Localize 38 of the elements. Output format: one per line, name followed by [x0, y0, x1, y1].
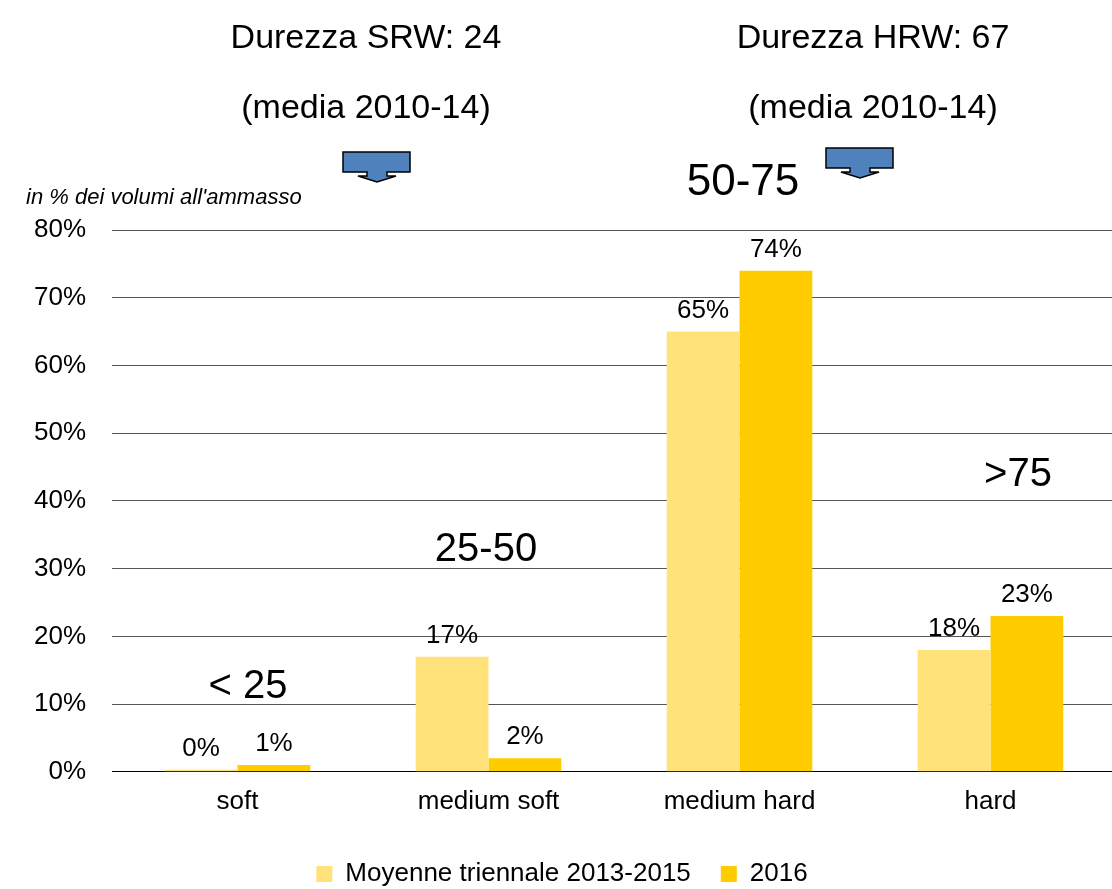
data-label: 23%: [1000, 578, 1053, 609]
data-label: 18%: [928, 612, 981, 643]
data-label: 1%: [255, 727, 293, 758]
annotation: < 25: [208, 662, 288, 706]
y-tick-label: 60%: [33, 348, 87, 379]
x-tick-label: hard: [964, 784, 1017, 815]
y-tick-label: 20%: [33, 619, 87, 650]
text: Durezza SRW: 24: [230, 17, 502, 55]
bar: [666, 331, 740, 772]
y-tick-label: 30%: [33, 551, 87, 582]
annotation: 25-50: [434, 525, 538, 569]
text: (media 2010-14): [241, 87, 491, 125]
bar: [488, 758, 562, 772]
x-tick-label: soft: [216, 784, 260, 815]
x-tick-label: medium hard: [663, 784, 816, 815]
data-label: 2%: [506, 720, 544, 751]
data-label: 0%: [182, 731, 220, 762]
legend-label: 2016: [749, 857, 808, 888]
data-label: 65%: [677, 293, 730, 324]
data-label: 74%: [749, 232, 802, 263]
y-tick-label: 0%: [48, 754, 87, 785]
text: in % dei volumi all'ammasso: [26, 184, 302, 209]
bar: [917, 649, 991, 772]
y-tick-label: 10%: [33, 687, 87, 718]
y-tick-label: 50%: [33, 416, 87, 447]
bar: [990, 616, 1064, 772]
x-tick-label: medium soft: [417, 784, 561, 815]
text: (media 2010-14): [748, 87, 998, 125]
y-tick-label: 80%: [33, 213, 87, 244]
bar: [237, 765, 311, 772]
bar: [739, 270, 813, 772]
y-tick-label: 70%: [33, 280, 87, 311]
bar: [415, 656, 489, 772]
text: 50-75: [686, 155, 800, 204]
annotation: >75: [984, 450, 1052, 494]
y-tick-label: 40%: [33, 484, 87, 515]
legend-label: Moyenne triennale 2013-2015: [345, 857, 691, 888]
text: Durezza HRW: 67: [736, 17, 1010, 55]
